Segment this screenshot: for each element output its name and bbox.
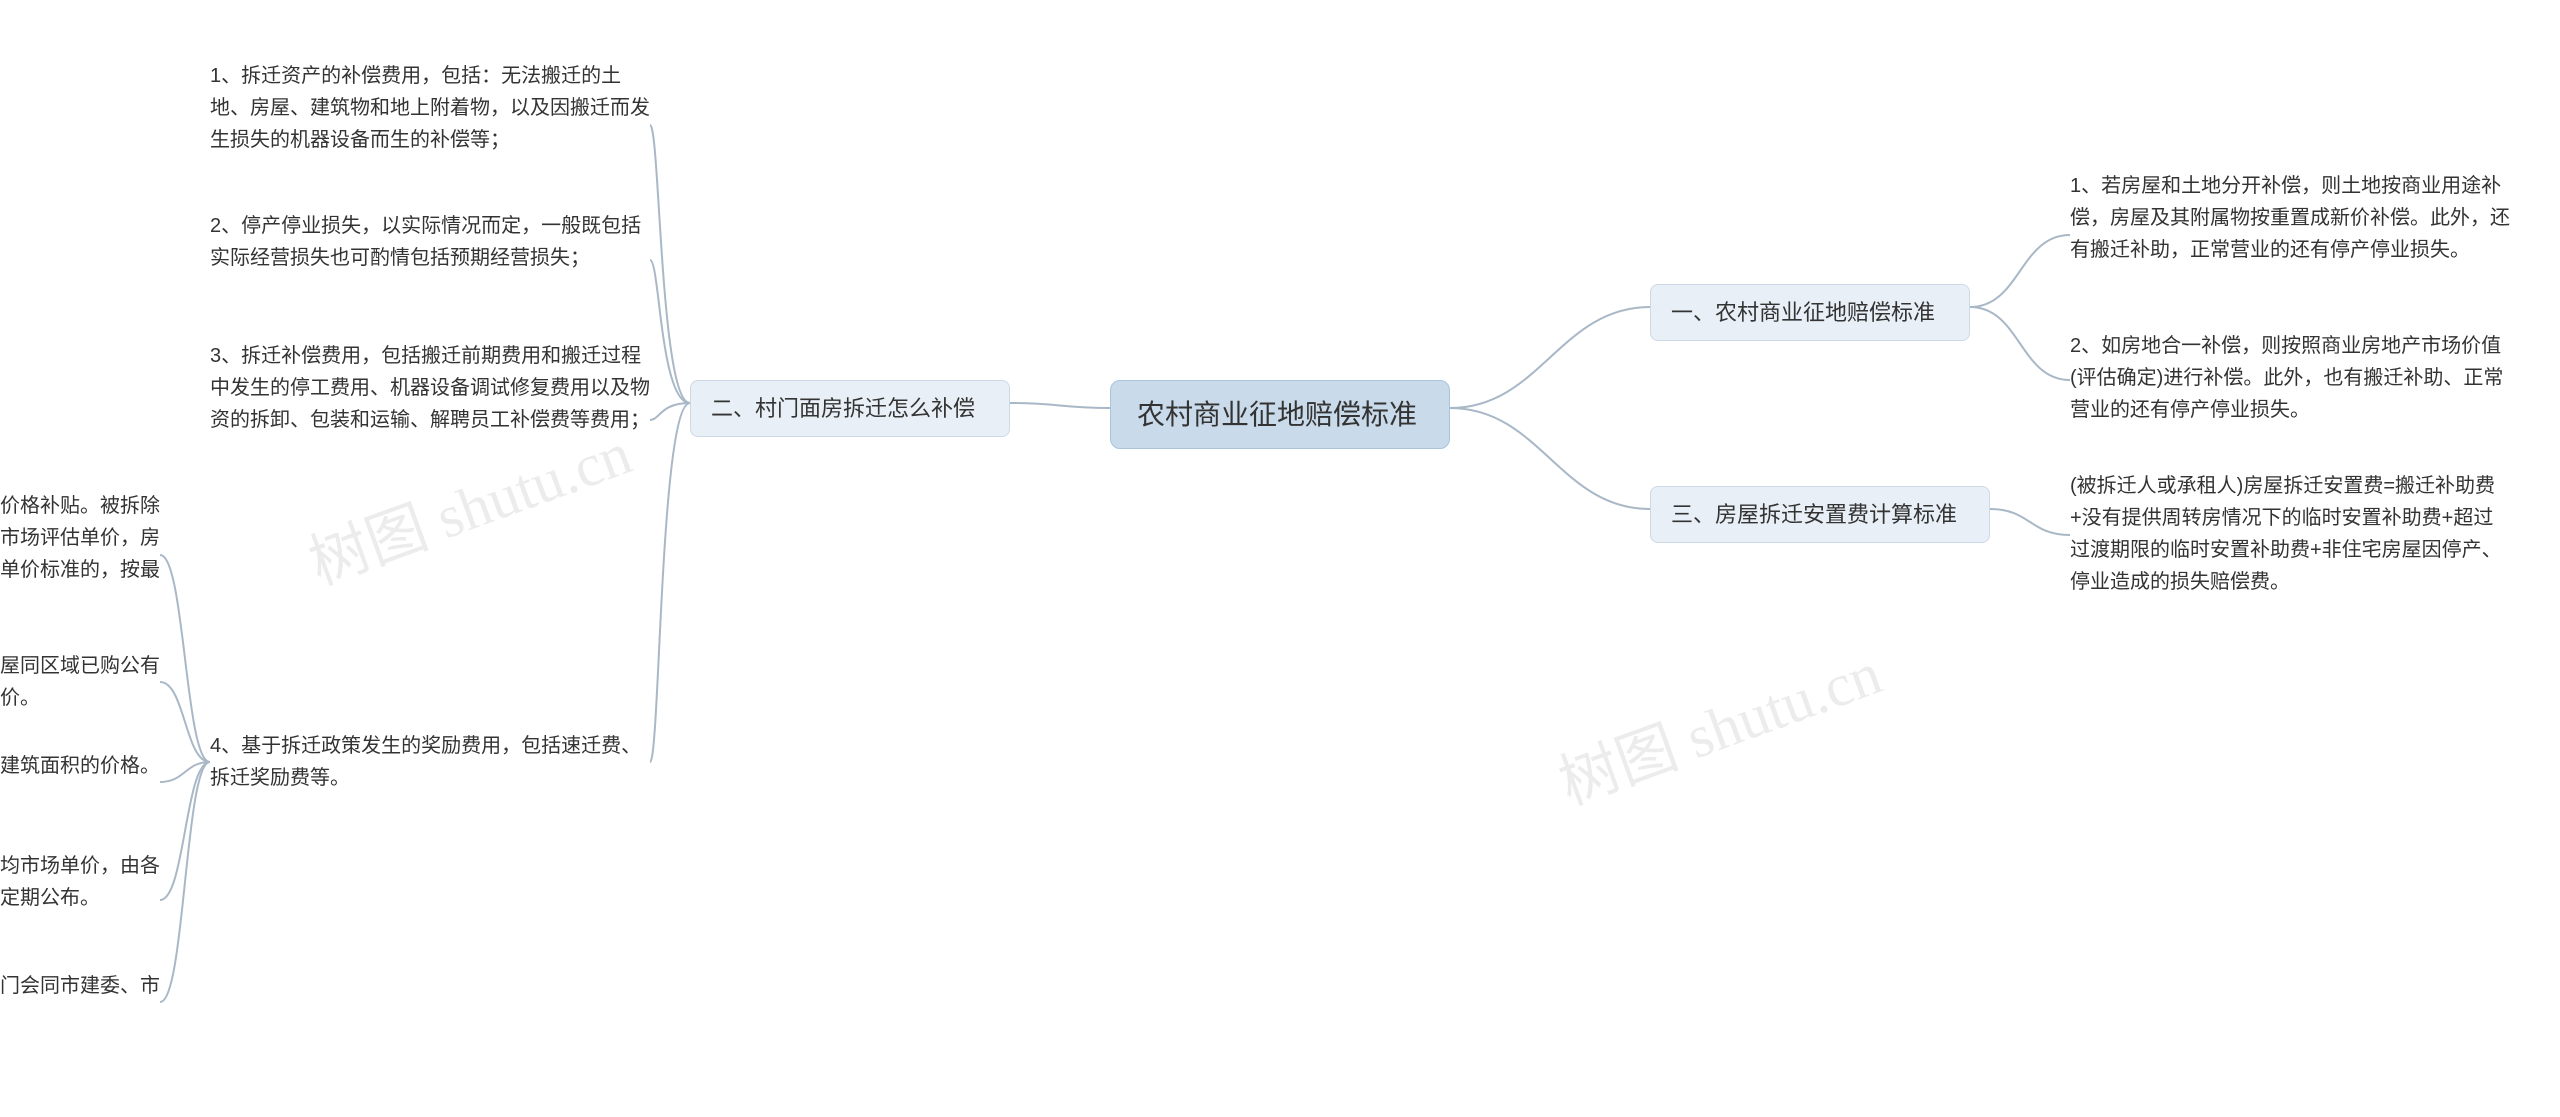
leaf-node[interactable]: 2、如房地合一补偿，则按照商业房地产市场价值(评估确定)进行补偿。此外，也有搬迁… bbox=[2070, 330, 2510, 426]
leaf-text: 3、拆迁补偿费用，包括搬迁前期费用和搬迁过程中发生的停工费用、机器设备调试修复费… bbox=[210, 345, 650, 431]
subleaf-node[interactable]: 本条所称的单价，是指每平方米建筑面积的价格。 bbox=[0, 750, 160, 782]
edge bbox=[1970, 307, 2070, 380]
leaf-text: 2、如房地合一补偿，则按照商业房地产市场价值(评估确定)进行补偿。此外，也有搬迁… bbox=[2070, 335, 2503, 421]
subleaf-node[interactable]: 价格补贴标准，由市价格主管部门会同市建委、市房地资源局制定。 bbox=[0, 970, 160, 1034]
subleaf-text: 已购公有居住房屋上市交易的平均市场单价，由各区、县政府按其划定的区域范围定期公布… bbox=[0, 855, 160, 909]
edge bbox=[650, 260, 690, 403]
leaf-text: 2、停产停业损失，以实际情况而定，一般既包括实际经营损失也可酌情包括预期经营损失… bbox=[210, 215, 641, 269]
edge bbox=[160, 762, 210, 1002]
edge bbox=[160, 555, 210, 762]
leaf-text: 1、拆迁资产的补偿费用，包括：无法搬迁的土地、房屋、建筑物和地上附着物，以及因搬… bbox=[210, 65, 650, 151]
leaf-text: 1、若房屋和土地分开补偿，则土地按商业用途补偿，房屋及其附属物按重置成新价补偿。… bbox=[2070, 175, 2510, 261]
edge bbox=[160, 762, 210, 900]
mindmap-canvas: 树图 shutu.cn树图 shutu.cn 农村商业征地赔偿标准 一、农村商业… bbox=[0, 0, 2560, 1117]
subleaf-text: 被拆除房屋的房地产市场单价和价格补贴。被拆除房屋的房地产市场单价为房地产市场评估… bbox=[0, 495, 160, 613]
edge bbox=[1450, 307, 1650, 408]
edge bbox=[650, 403, 690, 420]
branch-label: 三、房屋拆迁安置费计算标准 bbox=[1671, 502, 1957, 527]
branch-node[interactable]: 二、村门面房拆迁怎么补偿 bbox=[690, 380, 1010, 437]
subleaf-text: 最低补偿单价标准，为被拆除房屋同区域已购公有居住房屋上市交易的平均市场单价。 bbox=[0, 655, 160, 709]
edge bbox=[1990, 509, 2070, 535]
subleaf-node[interactable]: 已购公有居住房屋上市交易的平均市场单价，由各区、县政府按其划定的区域范围定期公布… bbox=[0, 850, 160, 914]
watermark: 树图 shutu.cn bbox=[1545, 625, 1891, 822]
branch-node[interactable]: 三、房屋拆迁安置费计算标准 bbox=[1650, 486, 1990, 543]
leaf-node[interactable]: 1、拆迁资产的补偿费用，包括：无法搬迁的土地、房屋、建筑物和地上附着物，以及因搬… bbox=[210, 60, 650, 156]
root-node[interactable]: 农村商业征地赔偿标准 bbox=[1110, 380, 1450, 449]
edge bbox=[160, 762, 210, 782]
edge bbox=[1970, 235, 2070, 307]
branch-label: 二、村门面房拆迁怎么补偿 bbox=[711, 396, 975, 421]
subleaf-text: 价格补贴标准，由市价格主管部门会同市建委、市房地资源局制定。 bbox=[0, 975, 160, 1029]
branch-node[interactable]: 一、农村商业征地赔偿标准 bbox=[1650, 284, 1970, 341]
root-label: 农村商业征地赔偿标准 bbox=[1137, 399, 1417, 430]
leaf-node[interactable]: (被拆迁人或承租人)房屋拆迁安置费=搬迁补助费+没有提供周转房情况下的临时安置补… bbox=[2070, 470, 2510, 598]
edge bbox=[650, 403, 690, 762]
branch-label: 一、农村商业征地赔偿标准 bbox=[1671, 300, 1935, 325]
edge bbox=[160, 682, 210, 762]
edge bbox=[650, 125, 690, 403]
leaf-node[interactable]: 1、若房屋和土地分开补偿，则土地按商业用途补偿，房屋及其附属物按重置成新价补偿。… bbox=[2070, 170, 2510, 266]
subleaf-node[interactable]: 最低补偿单价标准，为被拆除房屋同区域已购公有居住房屋上市交易的平均市场单价。 bbox=[0, 650, 160, 714]
leaf-text: (被拆迁人或承租人)房屋拆迁安置费=搬迁补助费+没有提供周转房情况下的临时安置补… bbox=[2070, 475, 2502, 593]
leaf-text: 4、基于拆迁政策发生的奖励费用，包括速迁费、拆迁奖励费等。 bbox=[210, 735, 641, 789]
leaf-node[interactable]: 4、基于拆迁政策发生的奖励费用，包括速迁费、拆迁奖励费等。 bbox=[210, 730, 650, 794]
leaf-node[interactable]: 2、停产停业损失，以实际情况而定，一般既包括实际经营损失也可酌情包括预期经营损失… bbox=[210, 210, 650, 274]
leaf-node[interactable]: 3、拆迁补偿费用，包括搬迁前期费用和搬迁过程中发生的停工费用、机器设备调试修复费… bbox=[210, 340, 650, 436]
subleaf-text: 本条所称的单价，是指每平方米建筑面积的价格。 bbox=[0, 755, 160, 777]
edge bbox=[1450, 408, 1650, 509]
subleaf-node[interactable]: 被拆除房屋的房地产市场单价和价格补贴。被拆除房屋的房地产市场单价为房地产市场评估… bbox=[0, 490, 160, 618]
edge bbox=[1010, 403, 1110, 408]
